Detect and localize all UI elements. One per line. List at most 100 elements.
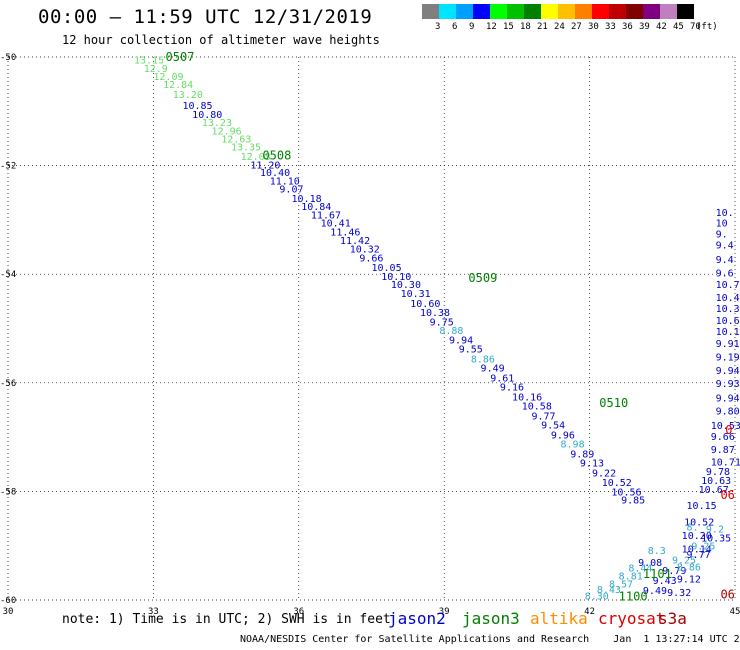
color-swatch [626,4,643,19]
color-swatch [575,4,592,19]
y-tick-label: -50 [0,53,16,63]
time-label: 0507 [166,50,195,64]
wave-height-point: 11.46 [330,227,360,238]
wave-height-point: 10.40 [260,168,290,179]
color-scale-label: 42 [656,22,667,32]
wave-height-point: 9.77 [531,411,555,422]
color-swatch [490,4,507,19]
x-tick-label: 45 [730,607,740,617]
wave-height-point: 10.56 [611,487,641,498]
wave-height-point: 8.88 [439,326,463,337]
wave-height-point: 11.67 [311,210,341,221]
wave-height-point: 9.91 [716,339,740,350]
color-scale-label: 70 [690,22,701,32]
wave-height-point: 9.25 [672,555,696,566]
chart-subtitle: 12 hour collection of altimeter wave hei… [62,33,380,47]
wave-height-point: 8.57 [609,580,633,591]
color-scale-label: 15 [503,22,514,32]
wave-height-point: 10. [716,208,734,219]
wave-height-point: 9.87 [711,445,735,456]
color-swatch [541,4,558,19]
color-swatch [524,4,541,19]
wave-height-point: 9.13 [580,459,604,470]
wave-height-point: 12.96 [212,126,242,137]
wave-height-point: 9.19 [716,353,740,364]
wave-height-point: 8. [687,523,699,534]
wave-height-point: 9.4 [716,240,734,251]
y-tick-label: -60 [0,596,16,606]
wave-height-point: 9.61 [490,373,514,384]
wave-height-point: 10.4 [716,293,740,304]
color-scale-unit: (ft) [696,22,718,32]
wave-height-point: 9.80 [716,406,740,417]
wave-height-point: 10.32 [350,245,380,256]
wave-height-point: 10.60 [716,316,740,327]
wave-height-point: 10.67 [699,485,729,496]
wave-height-point: 8.86 [471,354,495,365]
wave-height-point: 9.79 [662,566,686,577]
wave-height-point: 9.43 [653,576,677,587]
wave-height-point: 9.16 [500,383,524,394]
wave-height-point: 9.32 [667,588,691,599]
wave-height-point: 9.77 [687,550,711,561]
wave-height-point: 10.52 [602,478,632,489]
wave-height-point: 10.80 [192,110,222,121]
wave-height-point: 11.42 [340,236,370,247]
color-scale-label: 39 [639,22,650,32]
color-scale-label: 24 [554,22,565,32]
time-label: 0 [725,423,732,437]
x-tick-label: 42 [584,607,595,617]
satellite-legend-item: jason3 [462,609,520,628]
satellite-legend-item: cryosat [598,609,666,628]
time-label: 0510 [599,396,628,410]
wave-height-point: 9.96 [551,430,575,441]
color-scale-label: 36 [622,22,633,32]
wave-height-point: 10.60 [410,299,440,310]
color-swatch [609,4,626,19]
color-swatch [558,4,575,19]
wave-height-point: 8.44 [628,563,652,574]
color-swatch [456,4,473,19]
color-swatch [660,4,677,19]
satellite-legend-item: altika [530,609,588,628]
wave-height-point: 9.4 [716,255,734,266]
wave-height-point: 10.18 [292,194,322,205]
wave-height-point: 11.20 [250,161,280,172]
wave-height-point: 9.85 [621,496,645,507]
wave-height-point: 10.7 [716,280,740,291]
wave-height-point: 9.66 [711,432,735,443]
wave-height-point: 8.43 [597,585,621,596]
footer-credit: NOAA/NESDIS Center for Satellite Applica… [240,634,740,645]
wave-height-point: 10.39 [716,304,740,315]
wave-height-point: 13.15 [134,56,164,67]
wave-height-point: 10.31 [401,289,431,300]
color-swatch [439,4,456,19]
wave-height-point: 10.71 [711,458,740,469]
wave-height-point: 10.85 [182,101,212,112]
color-scale-label: 27 [571,22,582,32]
wave-height-point: 9.2 [706,524,724,535]
color-swatch [643,4,660,19]
wave-height-point: 9.12 [677,574,701,585]
color-swatch [473,4,490,19]
wave-height-point: 10.41 [321,219,351,230]
time-label: 1100 [619,590,648,604]
wave-height-point: 10.14 [682,544,712,555]
wave-height-point: 9.08 [638,558,662,569]
color-scale-label: 21 [537,22,548,32]
wave-height-point: 9.49 [643,586,667,597]
wave-height-point: 9.54 [541,421,565,432]
wave-height-point: 12.03 [241,152,271,163]
satellite-legend-item: jason2 [388,609,446,628]
y-tick-label: -58 [0,487,16,497]
wave-height-point: 9.49 [481,364,505,375]
wave-height-point: 9.66 [359,253,383,264]
time-label: 06 [720,587,734,601]
wave-height-point: 10.20 [682,531,712,542]
wave-height-point: 9.94 [716,393,740,404]
color-scale-label: 9 [469,22,475,32]
wave-height-point: 10.10 [381,272,411,283]
color-scale-label: 30 [588,22,599,32]
color-scale-label: 6 [452,22,458,32]
wave-height-point: 9.89 [570,449,594,460]
